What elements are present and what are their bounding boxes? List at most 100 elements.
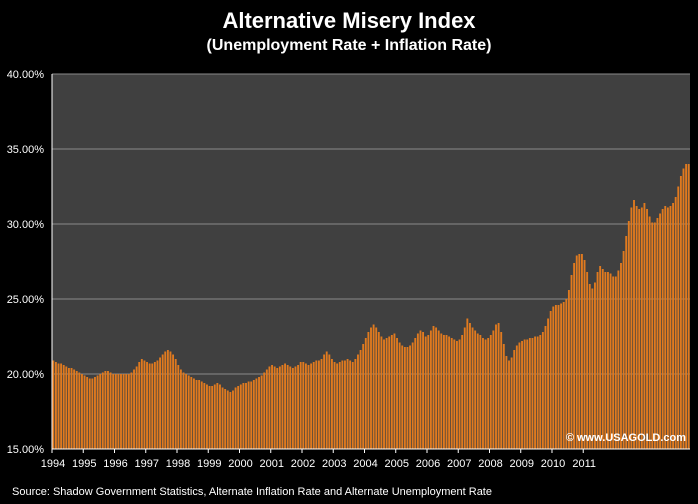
bar (427, 335, 430, 449)
bar (247, 381, 250, 449)
bar (505, 356, 508, 449)
bar (304, 363, 307, 449)
bar (333, 362, 336, 449)
bar (120, 374, 122, 449)
bar (291, 368, 294, 449)
bar (138, 362, 141, 449)
bar (679, 176, 682, 449)
bar (552, 306, 555, 449)
bar (466, 318, 469, 449)
bar (195, 380, 198, 449)
bar (135, 366, 138, 449)
bar (536, 336, 539, 449)
bar (528, 338, 531, 449)
bar (562, 302, 565, 449)
bar (570, 275, 573, 449)
bar (521, 341, 523, 449)
bar (591, 288, 594, 449)
bar (450, 338, 453, 449)
bar (463, 327, 466, 449)
bar (263, 372, 266, 449)
bar (656, 218, 659, 449)
x-tick-label: 2008 (478, 458, 502, 470)
y-tick-label: 30.00% (7, 219, 45, 231)
bar (617, 270, 620, 449)
bar (146, 362, 148, 449)
bar (104, 371, 107, 449)
bar (224, 389, 227, 449)
bar (252, 380, 255, 449)
bar (614, 276, 617, 449)
bar (315, 360, 318, 449)
bar (344, 360, 346, 449)
bar (523, 339, 526, 449)
bar (518, 342, 521, 449)
bar (396, 338, 398, 449)
bar (357, 354, 359, 449)
bar (156, 360, 159, 449)
bar (687, 164, 690, 449)
bar (346, 359, 349, 449)
bar (268, 366, 271, 449)
bar (354, 359, 357, 449)
bar (65, 366, 68, 449)
bar (122, 374, 125, 449)
bar (130, 372, 133, 449)
bar (336, 363, 339, 449)
bar (620, 263, 622, 449)
bar (515, 345, 518, 449)
bar (107, 371, 109, 449)
bar (57, 363, 60, 449)
bar (299, 362, 302, 449)
x-tick-label: 1995 (72, 458, 96, 470)
bar (461, 335, 464, 449)
bar (607, 272, 609, 449)
bar (127, 374, 130, 449)
bar (172, 354, 175, 449)
bar (349, 360, 352, 449)
y-tick-label: 40.00% (7, 69, 45, 81)
bar (674, 197, 677, 449)
bar (271, 365, 273, 449)
bar (445, 335, 448, 449)
bar (307, 365, 310, 449)
bar (633, 200, 635, 449)
bar (471, 327, 474, 449)
chart-title: Alternative Misery Index (222, 8, 476, 33)
bar (125, 374, 128, 449)
bar (669, 206, 672, 449)
bar (94, 377, 96, 449)
bar (609, 273, 612, 449)
bar (497, 323, 500, 449)
bar (440, 333, 443, 449)
bar (370, 327, 372, 449)
bar (622, 251, 625, 449)
bar (62, 365, 65, 449)
bar (664, 206, 667, 449)
bar (578, 254, 581, 449)
bar (565, 299, 568, 449)
bar (78, 372, 81, 449)
watermark-text: © www.USAGOLD.com (566, 432, 686, 444)
bar (278, 366, 281, 449)
bar (177, 365, 180, 449)
bar (612, 276, 615, 449)
bar (151, 363, 154, 449)
bar (583, 260, 586, 449)
bar (289, 366, 292, 449)
bar (648, 216, 651, 449)
bar (185, 374, 188, 449)
bar (351, 362, 354, 449)
bar (544, 326, 547, 449)
bar (422, 332, 425, 449)
bar (213, 384, 216, 449)
bar (666, 207, 669, 449)
bar (560, 303, 563, 449)
x-tick-label: 2007 (447, 458, 471, 470)
bar (112, 374, 115, 449)
bar (226, 390, 229, 449)
bar (474, 330, 477, 449)
x-tick-label: 2005 (384, 458, 408, 470)
bar (52, 360, 55, 449)
bar (377, 332, 380, 449)
